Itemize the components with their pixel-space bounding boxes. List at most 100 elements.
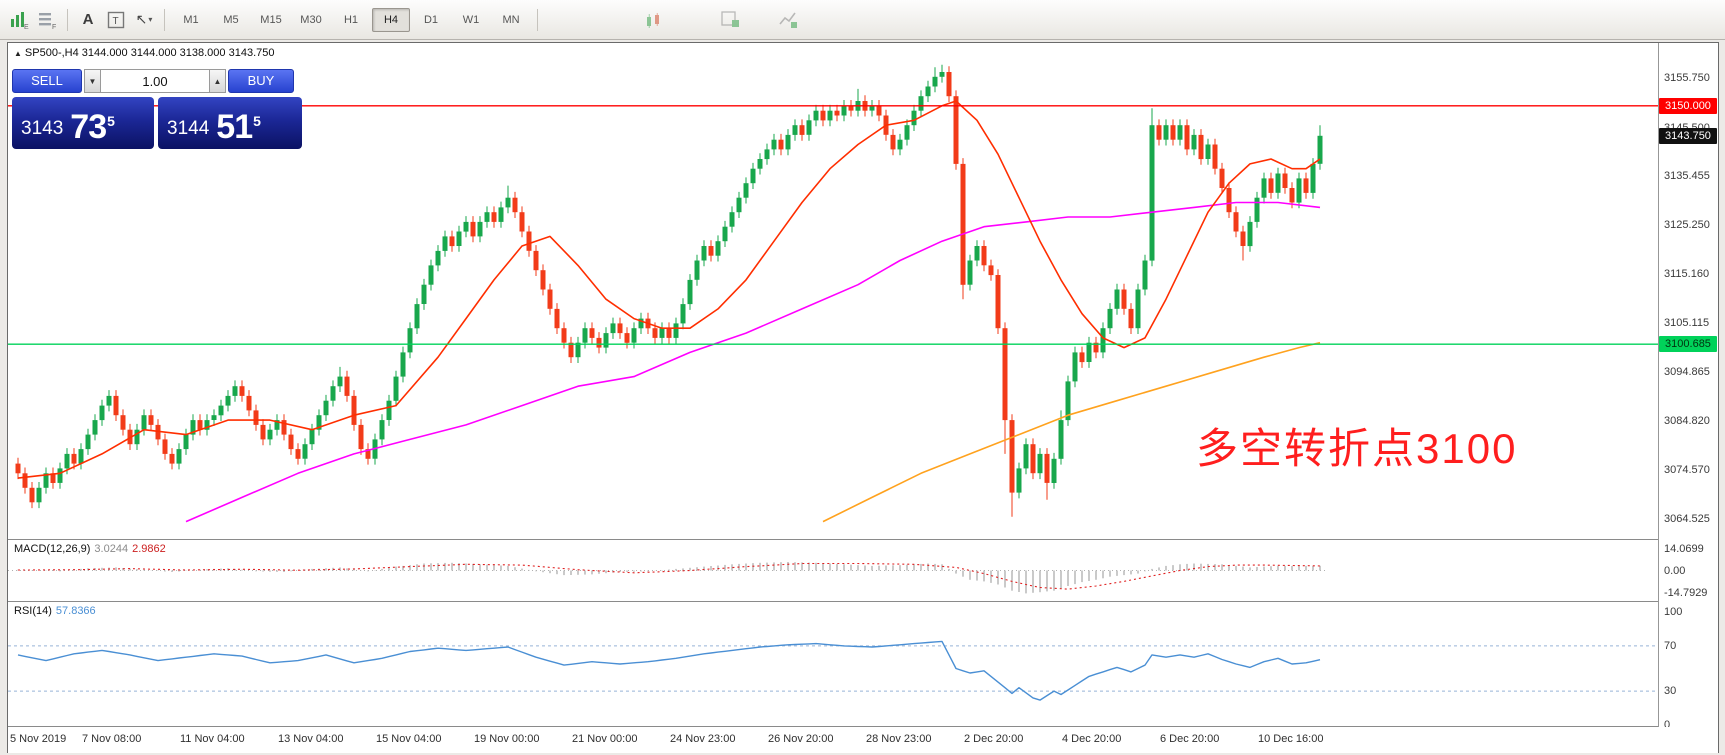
template-icon[interactable] bbox=[717, 7, 743, 33]
price-tick-label: 3105.115 bbox=[1664, 317, 1710, 329]
rsi-chart bbox=[8, 640, 1658, 701]
one-click-trading-widget: SELL ▼ ▲ BUY 3143 73 5 3144 51 5 bbox=[12, 69, 304, 149]
toolbar-separator bbox=[537, 8, 538, 31]
price-tick-label: 3125.250 bbox=[1664, 219, 1710, 231]
expand-arrow-icon[interactable]: ▲ bbox=[14, 49, 22, 58]
macd-axis-label: -14.7929 bbox=[1664, 587, 1708, 599]
macd-axis-label: 0.00 bbox=[1664, 565, 1686, 577]
macd-panel bbox=[8, 540, 1658, 601]
svg-text:T: T bbox=[113, 16, 119, 27]
list-f-glyph: F bbox=[39, 12, 56, 30]
ma-slow-line bbox=[822, 341, 1321, 523]
price-badge: 3143.750 bbox=[1659, 128, 1717, 144]
indicators-icon[interactable] bbox=[641, 7, 667, 33]
price-badge: 3100.685 bbox=[1659, 336, 1717, 352]
rsi-axis-label: 30 bbox=[1664, 685, 1677, 697]
timeframe-d1-button[interactable]: D1 bbox=[423, 13, 439, 26]
bar-chart-e-icon[interactable]: E bbox=[6, 7, 32, 33]
chart-window-glyph bbox=[779, 12, 797, 28]
macd-histogram bbox=[17, 562, 1321, 594]
timeframe-m1-button[interactable]: M1 bbox=[183, 13, 199, 26]
volume-increment-button[interactable]: ▲ bbox=[209, 69, 226, 93]
bar-chart-e-glyph: E bbox=[11, 11, 29, 30]
volume-input[interactable] bbox=[101, 69, 209, 93]
time-axis-label: 11 Nov 04:00 bbox=[180, 733, 245, 745]
time-axis-label: 10 Dec 16:00 bbox=[1258, 733, 1324, 745]
symbol-ohlc-header: ▲ SP500-,H4 3144.000 3144.000 3138.000 31… bbox=[14, 47, 274, 59]
ma-mid-line bbox=[185, 201, 1321, 523]
timeframe-h1-button[interactable]: H1 bbox=[343, 13, 359, 26]
sell-price-main: 3143 bbox=[21, 118, 64, 139]
macd-signal-line bbox=[18, 562, 1321, 590]
crosshair-cursor-dropdown-icon[interactable]: ↖ ▾ bbox=[131, 7, 157, 33]
timeframe-m30-button[interactable]: M30 bbox=[300, 13, 322, 26]
price-tick-label: 3094.865 bbox=[1664, 366, 1710, 378]
chart-window-icon[interactable] bbox=[775, 7, 801, 33]
macd-axis-label: 14.0699 bbox=[1664, 543, 1704, 555]
time-axis: 5 Nov 2019 7 Nov 08:00 11 Nov 04:00 13 Nov … bbox=[8, 727, 1718, 753]
rsi-axis-label: 100 bbox=[1664, 606, 1683, 618]
price-badge: 3150.000 bbox=[1659, 98, 1717, 114]
chevron-down-icon: ▾ bbox=[148, 15, 153, 24]
toolbar-separator bbox=[67, 8, 68, 31]
buy-price-panel: 3144 51 5 bbox=[158, 97, 302, 149]
rsi-axis-label: 70 bbox=[1664, 640, 1677, 652]
volume-stepper: ▼ ▲ bbox=[84, 69, 226, 93]
time-axis-separator bbox=[8, 726, 1718, 727]
template-glyph bbox=[721, 10, 739, 27]
time-axis-label: 4 Dec 20:00 bbox=[1062, 733, 1122, 745]
sell-price-big: 73 bbox=[70, 108, 107, 146]
price-tick-label: 3064.525 bbox=[1664, 513, 1710, 525]
svg-text:F: F bbox=[52, 24, 56, 30]
price-tick-label: 3135.455 bbox=[1664, 170, 1710, 182]
font-tool-icon[interactable]: A bbox=[82, 11, 94, 28]
rsi-indicator-label: RSI(14) 57.8366 bbox=[14, 605, 96, 617]
price-tick-label: 3155.750 bbox=[1664, 72, 1710, 84]
timeframe-m15-button[interactable]: M15 bbox=[260, 13, 282, 26]
time-axis-label: 6 Dec 20:00 bbox=[1160, 733, 1220, 745]
rsi-line bbox=[17, 640, 1321, 701]
time-axis-label: 21 Nov 00:00 bbox=[572, 733, 638, 745]
buy-price-sup: 5 bbox=[253, 113, 261, 129]
macd-chart bbox=[8, 562, 1326, 594]
toolbar-separator bbox=[164, 8, 165, 31]
toolbar: E F A T ↖ ▾ M1 M5 M15 M30 H1 H4 D1 W1 MN bbox=[0, 0, 1725, 40]
time-axis-label: 15 Nov 04:00 bbox=[376, 733, 442, 745]
price-tick-label: 3115.160 bbox=[1664, 268, 1710, 280]
time-axis-label: 13 Nov 04:00 bbox=[278, 733, 344, 745]
time-axis-label: 5 Nov 2019 bbox=[10, 733, 67, 745]
price-axis: 3155.7503145.5003135.4553125.2503115.160… bbox=[1658, 43, 1718, 752]
text-box-tool-icon[interactable]: T bbox=[103, 7, 129, 33]
sell-button[interactable]: SELL bbox=[12, 69, 82, 93]
time-axis-label: 7 Nov 08:00 bbox=[82, 733, 142, 745]
price-tick-label: 3084.820 bbox=[1664, 415, 1710, 427]
cursor-icon: ↖ bbox=[135, 11, 148, 27]
list-f-icon[interactable]: F bbox=[34, 7, 60, 33]
time-axis-label: 26 Nov 20:00 bbox=[768, 733, 834, 745]
chart-annotation-text: 多空转折点3100 bbox=[1196, 425, 1518, 472]
chart-window: 3155.7503145.5003135.4553125.2503115.160… bbox=[7, 42, 1719, 753]
macd-panel-separator[interactable] bbox=[8, 539, 1718, 540]
time-axis-label: 24 Nov 23:00 bbox=[670, 733, 736, 745]
text-box-glyph: T bbox=[107, 11, 125, 28]
buy-price-main: 3144 bbox=[167, 118, 210, 139]
timeframe-h4-button[interactable]: H4 bbox=[372, 7, 410, 32]
timeframe-m5-button[interactable]: M5 bbox=[223, 13, 239, 26]
rsi-axis-label: 0 bbox=[1664, 719, 1671, 731]
time-axis-label: 19 Nov 00:00 bbox=[474, 733, 540, 745]
indicators-glyph bbox=[647, 12, 659, 28]
rsi-panel-separator[interactable] bbox=[8, 601, 1718, 602]
sell-price-sup: 5 bbox=[107, 113, 115, 129]
time-axis-label: 2 Dec 20:00 bbox=[964, 733, 1024, 745]
ma-fast-line bbox=[17, 100, 1321, 479]
ohlc-text: SP500-,H4 3144.000 3144.000 3138.000 314… bbox=[24, 47, 275, 59]
buy-price-big: 51 bbox=[216, 108, 253, 146]
volume-decrement-button[interactable]: ▼ bbox=[84, 69, 101, 93]
trade-widget-controls: SELL ▼ ▲ BUY bbox=[12, 69, 304, 93]
price-tick-label: 3074.570 bbox=[1664, 464, 1710, 476]
buy-button[interactable]: BUY bbox=[228, 69, 294, 93]
svg-text:E: E bbox=[24, 24, 29, 30]
timeframe-mn-button[interactable]: MN bbox=[502, 13, 520, 26]
timeframe-w1-button[interactable]: W1 bbox=[462, 13, 480, 26]
